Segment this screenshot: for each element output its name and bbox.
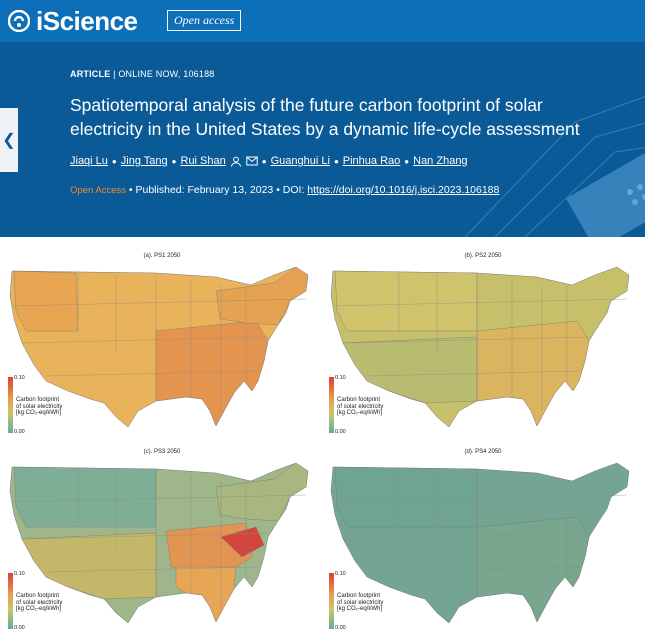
author-list: Jiaqi Lu ● Jing Tang ● Rui Shan ● Guangh… [70, 155, 468, 167]
article-type: ARTICLE [70, 69, 111, 79]
us-choropleth-map [9, 462, 309, 624]
legend-colorbar [8, 377, 13, 433]
person-icon[interactable] [230, 156, 242, 167]
color-legend: 0.10 Carbon footprint of solar electrici… [6, 375, 86, 437]
legend-max: 0.10 [14, 375, 25, 381]
iscience-logo-icon [8, 10, 30, 32]
panel-title: (b). PS2 2050 [464, 253, 502, 259]
legend-label: Carbon footprint [16, 593, 60, 599]
legend-label: [kg CO₂-eq/kWh] [16, 410, 62, 416]
author-link[interactable]: Rui Shan [180, 155, 226, 167]
author-link[interactable]: Nan Zhang [413, 155, 468, 167]
back-chevron-icon: ❮ [2, 132, 16, 149]
header-decoration [464, 95, 645, 237]
author-link[interactable]: Jing Tang [120, 155, 168, 167]
legend-max: 0.10 [335, 571, 346, 577]
legend-label: Carbon footprint [16, 397, 60, 403]
us-choropleth-map [330, 462, 630, 624]
legend-label: of solar electricity [16, 599, 63, 606]
legend-colorbar [8, 573, 13, 629]
color-legend: 0.10 Carbon footprint of solar electrici… [327, 375, 407, 437]
color-legend: 0.10 Carbon footprint of solar electrici… [327, 571, 407, 633]
article-title: Spatiotemporal analysis of the future ca… [70, 95, 580, 139]
legend-min: 0.00 [335, 625, 346, 631]
author-link[interactable]: Jiaqi Lu [70, 155, 108, 167]
us-choropleth-map [9, 266, 309, 428]
journal-topbar: iScience Open access [0, 0, 645, 42]
author-link[interactable]: Pinhua Rao [342, 155, 401, 167]
color-legend: 0.10 Carbon footprint of solar electrici… [6, 571, 86, 633]
journal-name: iScience [36, 5, 138, 36]
published-date: Published: February 13, 2023 [135, 184, 274, 196]
legend-label: Carbon footprint [337, 593, 381, 599]
legend-label: of solar electricity [337, 599, 384, 606]
map-panel-c: (c). PS3 2050 0.10 Carbon footprint of s… [2, 449, 322, 635]
legend-colorbar [329, 573, 334, 629]
legend-max: 0.10 [14, 571, 25, 577]
legend-min: 0.00 [14, 625, 25, 631]
doi-link[interactable]: https://doi.org/10.1016/j.isci.2023.1061… [307, 184, 500, 196]
mail-icon[interactable] [246, 156, 258, 166]
legend-label: Carbon footprint [337, 397, 381, 403]
us-choropleth-map [330, 266, 630, 428]
back-button[interactable]: ❮ [0, 108, 18, 172]
doi-label: DOI: [282, 184, 305, 196]
panel-title: (a). PS1 2050 [143, 253, 181, 259]
open-access-label: Open Access [70, 185, 126, 196]
figure-maps: (a). PS1 2050 0.10 Carbon footprint of s… [0, 253, 645, 640]
legend-label: of solar electricity [337, 403, 384, 410]
legend-label: of solar electricity [16, 403, 63, 410]
map-panel-a: (a). PS1 2050 0.10 Carbon footprint of s… [2, 253, 322, 439]
article-kicker: ARTICLE | ONLINE NOW, 106188 [70, 69, 215, 79]
author-link[interactable]: Guanghui Li [270, 155, 330, 167]
panel-title: (d). PS4 2050 [464, 449, 502, 455]
legend-label: [kg CO₂-eq/kWh] [337, 606, 383, 612]
map-panel-d: (d). PS4 2050 0.10 Carbon footprint of s… [323, 449, 643, 635]
legend-colorbar [329, 377, 334, 433]
map-panel-b: (b). PS2 2050 0.10 Carbon footprint of s… [323, 253, 643, 439]
legend-min: 0.00 [14, 429, 25, 435]
article-header: iScience Open access ❮ ARTICLE | ONLINE … [0, 0, 645, 237]
panel-title: (c). PS3 2050 [143, 449, 181, 455]
legend-max: 0.10 [335, 375, 346, 381]
article-status: ONLINE NOW, 106188 [118, 69, 215, 79]
open-access-badge: Open access [167, 10, 242, 31]
legend-label: [kg CO₂-eq/kWh] [337, 410, 383, 416]
legend-label: [kg CO₂-eq/kWh] [16, 606, 62, 612]
journal-logo[interactable]: iScience [8, 6, 138, 36]
legend-min: 0.00 [335, 429, 346, 435]
publication-info: Open Access • Published: February 13, 20… [70, 184, 500, 196]
